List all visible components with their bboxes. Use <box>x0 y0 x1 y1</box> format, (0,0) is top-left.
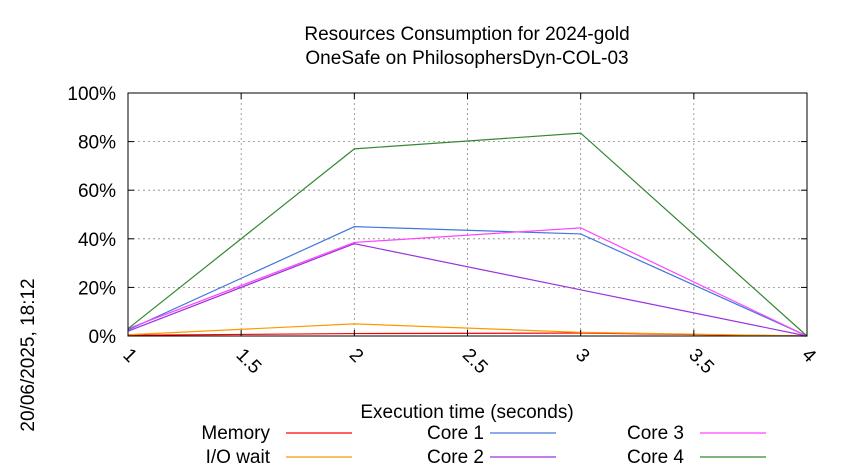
series-line-core-1 <box>127 226 808 337</box>
legend-label: Core 4 <box>627 447 684 468</box>
grid-lines <box>128 93 807 336</box>
y-tick-label: 60% <box>78 181 116 202</box>
title-line-1: Resources Consumption for 2024-gold <box>304 24 629 45</box>
legend: Memory I/O wait Core 1 Core 2 Core 3 Core 4 <box>201 423 766 468</box>
y-tick-label: 100% <box>67 84 116 105</box>
x-tick-label: 1 <box>118 345 140 367</box>
legend-label: Memory <box>201 423 270 444</box>
y-tick-label: 20% <box>78 278 116 299</box>
y-tick-label: 40% <box>78 230 116 251</box>
x-tick-label: 2.5 <box>458 345 492 379</box>
x-tick-label: 3.5 <box>684 345 718 379</box>
x-tick-label: 4 <box>797 345 820 368</box>
series-line-core-4 <box>127 132 808 337</box>
x-axis-label: Execution time (seconds) <box>360 402 573 423</box>
chart-title: Resources Consumption for 2024-gold OneSa… <box>304 24 629 69</box>
legend-label: Core 2 <box>427 447 484 468</box>
y-tick-label: 0% <box>89 327 117 348</box>
x-tick-label: 1.5 <box>232 345 266 379</box>
series-line-core-3 <box>127 227 808 337</box>
y-axis-ticks: 0% 20% 40% 60% 80% 100% <box>67 84 807 348</box>
title-line-2: OneSafe on PhilosophersDyn-COL-03 <box>305 48 628 69</box>
series-line-core-2 <box>127 243 808 337</box>
timestamp-label: 20/06/2025, 18:12 <box>18 278 39 431</box>
x-tick-label: 2 <box>345 345 367 367</box>
x-tick-label: 3 <box>571 345 593 367</box>
legend-label: Core 1 <box>427 423 484 444</box>
legend-label: Core 3 <box>627 423 684 444</box>
y-tick-label: 80% <box>78 133 116 154</box>
legend-label: I/O wait <box>206 447 271 468</box>
